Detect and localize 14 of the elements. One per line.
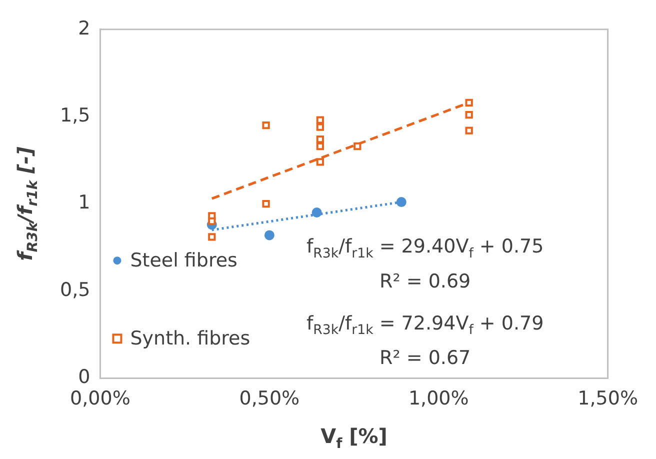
annotation: R² = 0.69 [380,270,471,293]
x-tick-label: 0,00% [70,388,130,410]
annotation: R² = 0.67 [380,347,471,370]
y-tick-label: 1 [78,192,90,214]
y-axis-title: fR3k/fr1k [-] [13,146,41,261]
y-tick-label: 2 [78,17,90,40]
x-tick-label: 1,50% [578,388,638,410]
x-tick-label: 1,00% [408,388,469,410]
y-tick-label: 0,5 [60,278,90,301]
x-tick-label: 0,50% [239,388,300,410]
y-tick-label: 1,5 [60,104,90,127]
legend-label: Synth. fibres [130,328,250,350]
y-tick-label: 0 [78,366,90,388]
legend-label: Steel fibres [130,250,238,272]
